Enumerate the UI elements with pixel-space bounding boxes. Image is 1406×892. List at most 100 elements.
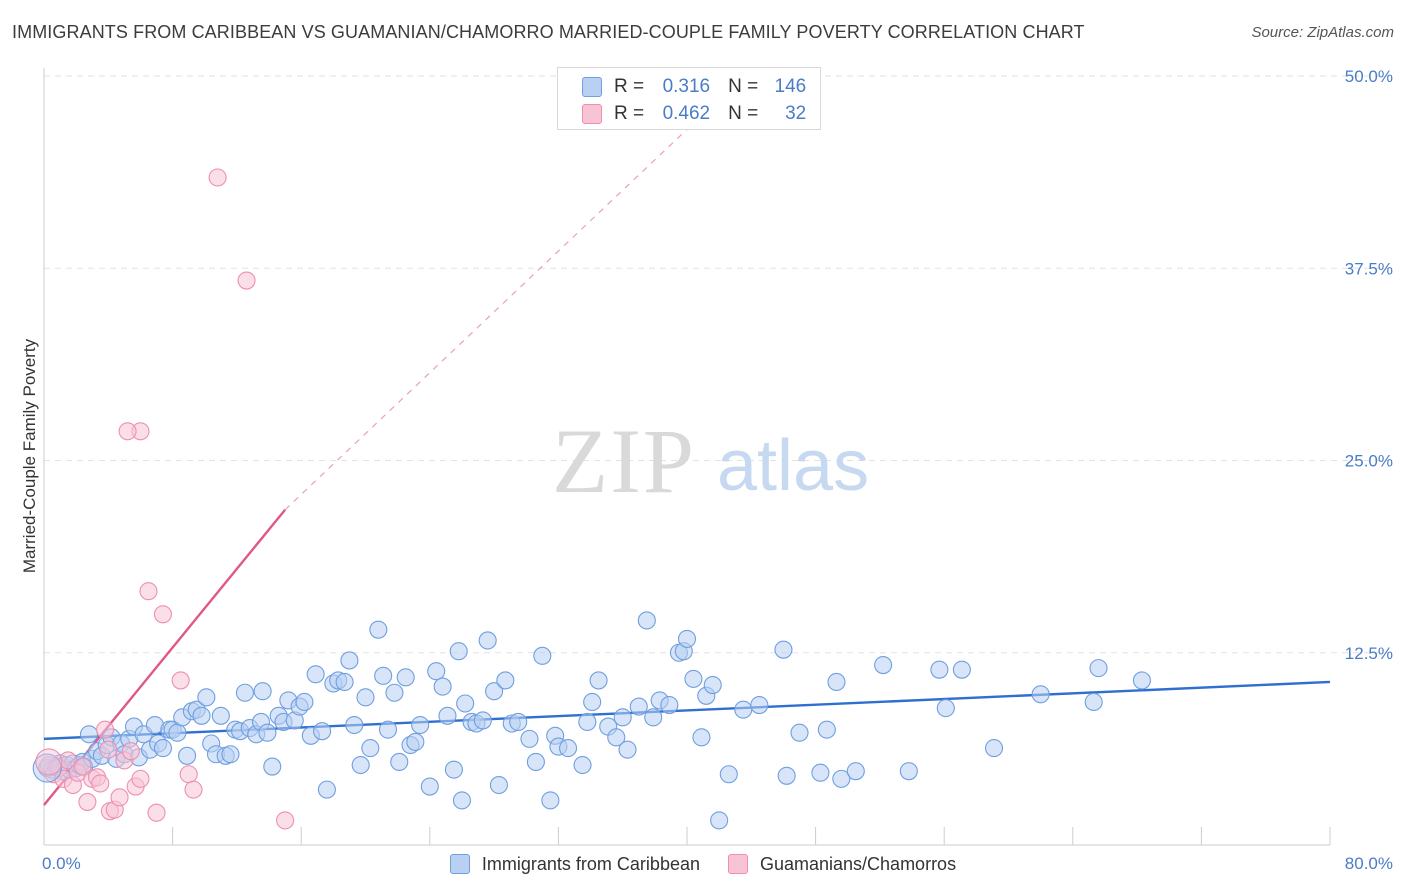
data-point — [192, 706, 211, 725]
data-point — [390, 752, 409, 771]
watermark-zip: ZIP — [552, 410, 696, 512]
y-tick-label: 25.0% — [1345, 452, 1393, 471]
r-value-guamanian: 0.462 — [662, 103, 711, 124]
data-point — [369, 620, 388, 639]
data-point — [153, 605, 173, 624]
data-point — [96, 720, 115, 739]
data-point — [790, 723, 809, 742]
n-value-guamanian: 32 — [785, 103, 807, 124]
data-point — [930, 660, 949, 679]
x-tick-label-min: 0.0% — [42, 854, 81, 873]
data-point — [936, 699, 955, 718]
data-point — [340, 651, 359, 670]
data-point — [335, 672, 354, 692]
data-point — [263, 757, 282, 776]
data-point — [607, 728, 626, 747]
data-points — [32, 168, 1151, 830]
data-point — [719, 765, 738, 784]
data-point — [118, 422, 137, 441]
data-point — [411, 715, 430, 735]
data-point — [253, 682, 272, 701]
data-point — [629, 697, 648, 716]
data-point — [817, 720, 836, 739]
data-point — [952, 660, 971, 679]
r-value-caribbean: 0.316 — [662, 76, 711, 97]
data-point — [32, 753, 62, 783]
data-point — [153, 739, 173, 758]
data-point — [644, 708, 663, 727]
data-point — [573, 755, 592, 775]
data-point — [1031, 685, 1050, 704]
data-point — [509, 712, 528, 732]
data-point — [541, 791, 560, 810]
data-point — [578, 712, 597, 732]
data-point — [827, 672, 846, 692]
data-point — [79, 725, 99, 744]
data-point — [613, 708, 632, 727]
legend-item-guamanian[interactable]: Guamanians/Chamorros — [727, 854, 956, 875]
data-point — [710, 811, 729, 830]
data-point — [295, 692, 314, 712]
data-point — [139, 582, 158, 601]
data-point — [583, 692, 602, 712]
trendline-extension — [284, 83, 736, 511]
data-point — [677, 629, 697, 648]
data-point — [750, 695, 769, 715]
data-point — [1132, 671, 1151, 690]
stats-legend-row-caribbean: R = 0.316 N = 146 — [582, 75, 806, 99]
y-tick-label: 37.5% — [1345, 259, 1393, 278]
data-point — [317, 780, 336, 799]
data-point — [147, 803, 166, 822]
data-point — [179, 765, 198, 784]
data-point — [420, 777, 439, 796]
data-point — [433, 677, 452, 696]
series-caribbean — [38, 611, 1151, 830]
data-point — [1084, 692, 1103, 712]
data-point — [456, 694, 475, 713]
data-point — [313, 722, 332, 741]
data-point — [984, 739, 1004, 758]
data-point — [258, 723, 277, 742]
data-point — [832, 769, 851, 788]
watermark: ZIP atlas — [552, 410, 869, 512]
data-point — [558, 739, 578, 758]
data-point — [489, 775, 508, 795]
data-point — [276, 811, 295, 830]
y-tick-label: 12.5% — [1345, 644, 1393, 663]
data-point — [184, 780, 203, 799]
data-point — [438, 706, 457, 725]
data-point — [235, 683, 254, 702]
data-point — [485, 682, 504, 701]
data-point — [520, 729, 539, 748]
x-tick-label-max: 80.0% — [1345, 854, 1393, 873]
data-point — [396, 668, 415, 687]
data-point — [692, 728, 711, 747]
guamanian-swatch — [582, 104, 602, 124]
data-point — [99, 740, 118, 759]
data-point — [899, 762, 918, 781]
data-point — [406, 732, 425, 752]
tick-labels: 12.5% 25.0% 37.5% 50.0% 0.0% 80.0% — [42, 67, 1393, 873]
data-point — [351, 755, 370, 775]
data-point — [526, 752, 545, 771]
data-point — [208, 168, 227, 187]
data-point — [356, 688, 375, 707]
data-point — [473, 711, 492, 730]
data-point — [427, 662, 446, 681]
chart-title: IMMIGRANTS FROM CARIBBEAN VS GUAMANIAN/C… — [12, 22, 1085, 42]
data-point — [684, 669, 703, 688]
data-point — [131, 769, 150, 788]
data-point — [452, 791, 472, 810]
axes — [43, 68, 1331, 846]
series-legend: Immigrants from Caribbean Guamanians/Cha… — [0, 851, 1406, 877]
data-point — [660, 695, 679, 715]
legend-item-caribbean[interactable]: Immigrants from Caribbean — [449, 854, 700, 875]
data-point — [345, 715, 364, 735]
data-point — [811, 763, 830, 782]
data-point — [734, 700, 753, 719]
data-point — [361, 739, 380, 758]
data-point — [374, 666, 393, 685]
caribbean-swatch — [582, 77, 602, 97]
r-label: R = — [614, 103, 645, 124]
